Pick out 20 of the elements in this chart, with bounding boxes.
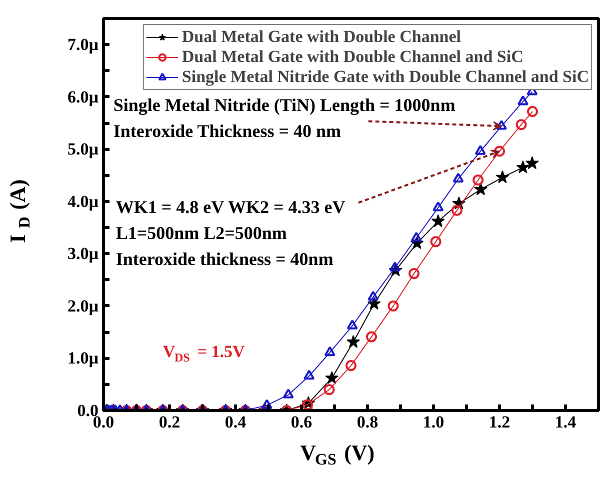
y-tick-label: 7.0µ: [67, 35, 99, 54]
y-tick-label: 2.0µ: [67, 296, 99, 316]
y-axis-title: ID (A): [5, 179, 34, 244]
x-tick-label: 0.4: [224, 412, 247, 432]
y-tick-label: 6.0µ: [67, 87, 99, 106]
y-tick-label: 3.0µ: [67, 244, 99, 264]
legend-label: Dual Metal Gate with Double Channel and SiC: [182, 47, 524, 67]
x-tick-label: 1.2: [488, 412, 510, 432]
y-tick-label: 5.0µ: [67, 140, 99, 159]
annotation: WK1 = 4.8 eV WK2 = 4.33 eV L1=500nm L2=500nm Interoxide thickness = 40nm: [116, 196, 346, 269]
y-tick-label: 1.0µ: [67, 348, 99, 368]
legend-label: Single Metal Nitride Gate with Double Channel and SiC: [182, 67, 589, 87]
legend-label: Dual Metal Gate with Double Channel: [182, 27, 461, 47]
y-tick-label: 4.0µ: [67, 192, 99, 211]
x-tick-label: 0.8: [356, 412, 378, 432]
x-tick-label: 1.0: [422, 412, 444, 432]
x-tick-label: 0.2: [158, 412, 180, 432]
x-tick-label: 0.6: [290, 412, 312, 432]
annotation: Single Metal Nitride (TiN) Length = 1000nm Interoxide Thickness = 40 nm: [113, 94, 456, 141]
x-tick-label: 1.4: [554, 412, 577, 432]
